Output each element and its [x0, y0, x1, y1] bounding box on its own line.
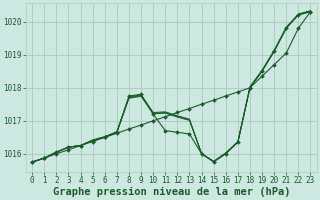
X-axis label: Graphe pression niveau de la mer (hPa): Graphe pression niveau de la mer (hPa)	[52, 186, 290, 197]
